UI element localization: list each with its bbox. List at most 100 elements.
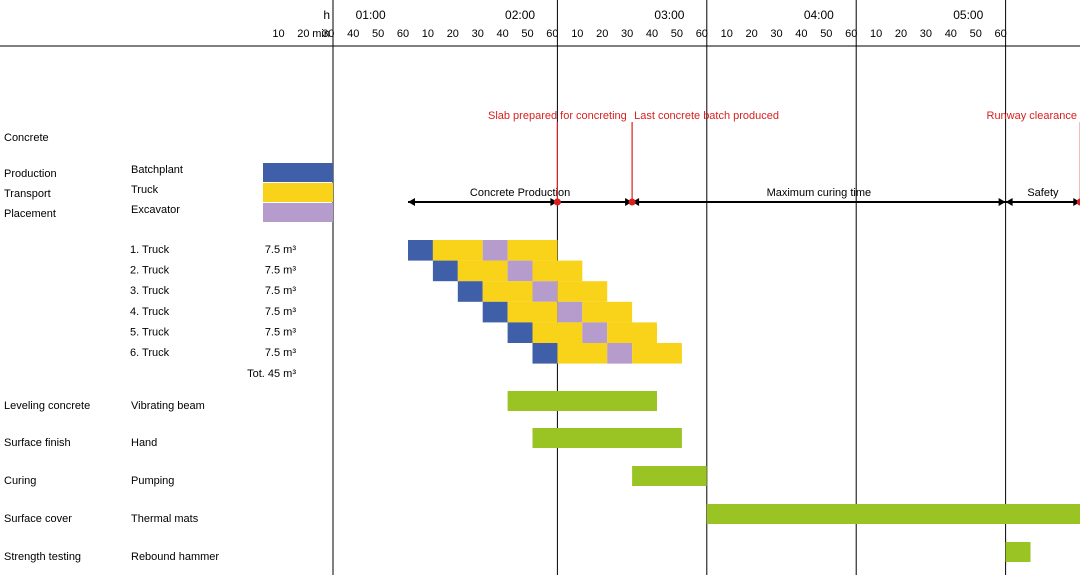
truck-segment-transport [607,322,657,343]
truck-row: 5. Truck 7.5 m³ [130,322,657,343]
truck-segment-transport [582,301,633,323]
truck-segment-transport [507,301,558,323]
truck-segment-production [482,301,508,323]
phase-arrowhead-end [998,198,1006,206]
milestone-label: Slab prepared for concreting [488,110,627,122]
minute-tick-label: 10 [571,28,583,40]
legend: Production Batchplant Transport Truck Placem… [4,163,333,222]
activity-bars: Leveling concrete Vibrating beam Surface f… [4,391,1080,563]
activity-bar [706,504,1080,524]
truck-segment-placement [607,343,633,364]
activity-row: Leveling concrete Vibrating beam [4,391,657,412]
activity-bar [532,428,682,448]
truck-label: 5. Truck [130,326,170,338]
truck-segment-transport [532,322,583,343]
minute-tick-label: 50 [970,28,982,40]
truck-segment-transport [557,343,608,364]
activity-bar [507,391,657,411]
minute-tick-label: 10 [272,28,284,40]
truck-segment-production [432,260,458,282]
hour-tick-label: 04:00 [804,8,834,22]
truck-segment-transport [532,260,583,282]
truck-segment-production [408,240,433,261]
milestone-marker [553,198,561,206]
activity-equipment-label: Pumping [131,475,174,487]
activity-row: Surface cover Thermal mats [4,504,1080,525]
milestones: Slab prepared for concreting Last concret… [488,110,1080,206]
truck-segment-placement [557,301,583,323]
truck-row: 4. Truck 7.5 m³ [130,301,633,323]
truck-segment-placement [532,281,558,302]
minute-axis-label: min [312,28,330,40]
hour-tick-label: 01:00 [356,8,386,22]
section-title: Concrete [4,132,49,144]
minute-tick-label: 60 [546,28,558,40]
phase-arrows: Concrete Production Maximum curing time Sa… [408,187,1080,206]
truck-label: 4. Truck [130,306,170,318]
truck-volume: 7.5 m³ [265,265,297,277]
minute-tick-label: 10 [422,28,434,40]
hour-tick-label: 03:00 [654,8,684,22]
activity-equipment-label: Hand [131,437,157,449]
truck-cycles: 1. Truck 7.5 m³ 2. Truck 7.5 m³ 3. Truck 7.5 … [130,240,682,380]
truck-segment-transport [432,240,483,261]
legend-category-label: Transport [4,188,51,200]
minute-tick-label: 20 [895,28,907,40]
truck-segment-placement [482,240,508,261]
truck-volume: 7.5 m³ [265,244,297,256]
minute-tick-label: 30 [770,28,782,40]
activity-equipment-label: Thermal mats [131,513,199,525]
minute-tick-label: 30 [322,28,334,40]
legend-equipment-label: Truck [131,184,159,196]
phase-arrowhead-start [408,198,415,206]
minute-tick-label: 40 [795,28,807,40]
activity-row: Surface finish Hand [4,428,682,449]
minute-tick-label: 20 [447,28,459,40]
activity-label: Leveling concrete [4,400,90,412]
minute-tick-label: 40 [496,28,508,40]
minute-tick-label: 50 [521,28,533,40]
minute-tick-label: 60 [397,28,409,40]
truck-row: 1. Truck 7.5 m³ [130,240,558,261]
milestone-marker [1076,198,1080,206]
truck-segment-transport [457,260,508,282]
truck-volume: 7.5 m³ [265,285,297,297]
activity-label: Surface finish [4,437,71,449]
truck-volume: 7.5 m³ [265,347,297,359]
minute-tick-label: 30 [621,28,633,40]
truck-segment-production [507,322,533,343]
milestone-marker [628,198,636,206]
phase-arrowhead-start [1005,198,1013,206]
minute-tick-label: 40 [945,28,957,40]
truck-segment-transport [507,240,558,261]
legend-swatch-transport [263,183,333,202]
activity-row: Curing Pumping [4,466,707,487]
minute-tick-label: 60 [845,28,857,40]
hour-tick-label: 05:00 [953,8,983,22]
activity-equipment-label: Rebound hammer [131,551,219,563]
activity-row: Strength testing Rebound hammer [4,542,1031,563]
phase-label: Concrete Production [470,187,570,199]
truck-segment-transport [632,343,682,364]
activity-label: Curing [4,475,36,487]
legend-category-label: Placement [4,208,56,220]
legend-equipment-label: Excavator [131,204,180,216]
minute-tick-label: 60 [994,28,1006,40]
milestone-label: Last concrete batch produced [634,110,779,122]
legend-swatch-placement [263,203,333,222]
minute-tick-label: 10 [870,28,882,40]
activity-equipment-label: Vibrating beam [131,400,205,412]
row-labels: Concrete [4,132,49,144]
minute-tick-label: 30 [472,28,484,40]
minute-tick-label: 20 [297,28,309,40]
truck-label: 1. Truck [130,244,170,256]
minute-tick-label: 40 [646,28,658,40]
legend-category-label: Production [4,168,57,180]
minute-tick-label: 10 [721,28,733,40]
truck-segment-placement [507,260,533,282]
truck-segment-production [532,343,558,364]
truck-volume: 7.5 m³ [265,326,297,338]
activity-label: Strength testing [4,551,81,563]
